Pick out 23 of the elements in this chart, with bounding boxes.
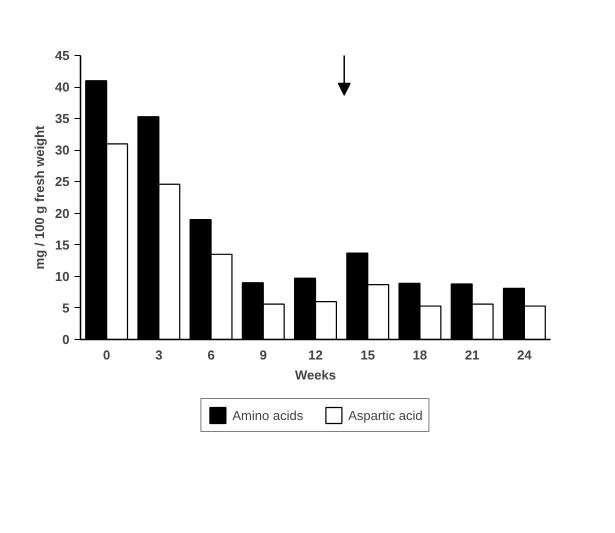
y-tick-label: 45 (55, 48, 70, 63)
x-tick-label: 6 (207, 348, 215, 362)
x-axis-title: Weeks (295, 368, 336, 382)
y-tick-label: 15 (55, 237, 70, 252)
y-tick-label: 30 (55, 142, 70, 158)
x-tick-label: 21 (464, 348, 480, 362)
y-tick-label: 10 (55, 268, 70, 284)
x-tick-label: 24 (517, 348, 532, 362)
y-tick-label: 20 (55, 206, 70, 221)
y-axis-title: mg / 100 g fresh weight (32, 124, 48, 270)
legend-label: Amino acids (232, 408, 304, 422)
x-tick-label: 12 (308, 348, 323, 362)
x-tick-label: 18 (412, 348, 428, 362)
y-tick-label: 0 (62, 332, 70, 347)
x-tick-label: 3 (155, 348, 162, 362)
y-tick-label: 35 (55, 111, 70, 126)
y-tick-label: 40 (55, 80, 70, 95)
x-tick-label: 9 (260, 348, 267, 362)
x-tick-label: 15 (360, 348, 375, 362)
y-tick-label: 5 (62, 300, 70, 316)
y-tick-label: 25 (55, 174, 70, 190)
legend-label: Aspartic acid (348, 408, 423, 422)
x-tick-label: 0 (102, 348, 110, 362)
